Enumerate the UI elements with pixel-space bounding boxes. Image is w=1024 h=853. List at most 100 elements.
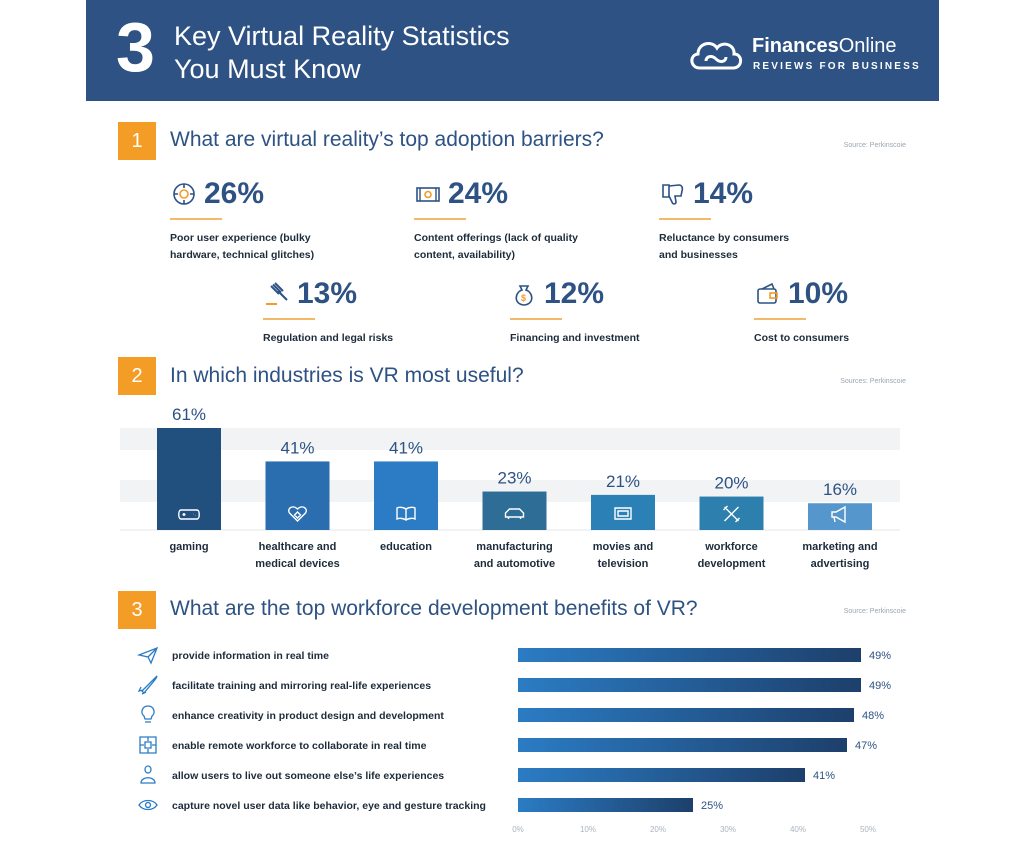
- category-label: medical devices: [255, 558, 339, 570]
- brand-tagline: REVIEWS FOR BUSINESS: [753, 61, 921, 72]
- megaphone-icon: [831, 505, 846, 524]
- thumbs-down-icon: [662, 184, 684, 205]
- eye-icon: [138, 799, 158, 811]
- heart-health-icon: [288, 506, 307, 522]
- svg-text:$: $: [521, 293, 526, 303]
- industries-bar-chart: 61% gaming 41% healthcare and medical device…: [120, 405, 900, 570]
- hbar-4: [518, 738, 847, 752]
- stat-underline: [414, 218, 466, 220]
- benefit-label: allow users to live out someone else’s l…: [172, 770, 444, 782]
- person-icon: [140, 765, 156, 784]
- network-icon: [139, 736, 157, 754]
- benefit-label: enhance creativity in product design and…: [172, 710, 444, 722]
- title-line-1: Key Virtual Reality Statistics: [174, 21, 510, 51]
- stat-underline: [263, 318, 315, 320]
- stat-percent: 10%: [788, 277, 849, 310]
- bar-value-label: 61%: [172, 405, 206, 424]
- tv-icon: [614, 507, 632, 520]
- category-label: education: [380, 541, 432, 553]
- stat-description: Poor user experience (bulky hardware, te…: [170, 232, 315, 261]
- money-bag-icon: $: [515, 285, 533, 306]
- bar-value-label: 41%: [389, 438, 423, 457]
- x-tick-label: 10%: [580, 825, 596, 834]
- film-icon: [416, 187, 440, 202]
- brand-logo: FinancesOnline REVIEWS FOR BUSINESS: [686, 35, 926, 75]
- x-tick-label: 30%: [720, 825, 736, 834]
- bar-value-label: 41%: [280, 438, 314, 457]
- category-label: and automotive: [474, 558, 555, 570]
- hbar-1: [518, 648, 861, 662]
- section-1-source: Source: Perkinscoie: [843, 142, 906, 149]
- bar-2: [265, 461, 330, 530]
- x-tick-label: 20%: [650, 825, 666, 834]
- paper-plane-icon: [136, 646, 159, 665]
- book-icon: [396, 506, 416, 521]
- benefit-label: provide information in real time: [172, 650, 329, 662]
- tools-icon: [723, 505, 740, 523]
- page-title: Key Virtual Reality Statistics You Must …: [174, 20, 510, 86]
- category-label: healthcare and: [259, 541, 337, 553]
- hbar-value-label: 49%: [869, 650, 891, 662]
- bar-5: [591, 494, 655, 530]
- hbar-3: [518, 708, 854, 722]
- category-label: marketing and: [802, 541, 877, 553]
- bar-value-label: 20%: [714, 474, 748, 493]
- stat-underline: [754, 318, 806, 320]
- section-2-number: 2: [118, 357, 156, 395]
- section-2-source: Sources: Perkinscoie: [840, 378, 906, 385]
- stat-description: Content offerings (lack of quality conte…: [414, 232, 578, 261]
- stat-underline: [659, 218, 711, 220]
- stat-percent: 14%: [693, 177, 754, 210]
- category-label: movies and: [593, 541, 654, 553]
- x-tick-label: 0%: [512, 825, 524, 834]
- benefit-label: enable remote workforce to collaborate i…: [172, 740, 427, 752]
- category-label: advertising: [811, 558, 870, 570]
- hbar-5: [518, 768, 805, 782]
- vr-headset-icon: [173, 183, 195, 205]
- car-icon: [504, 508, 525, 519]
- header-banner: 3 Key Virtual Reality Statistics You Mus…: [86, 0, 939, 101]
- bar-value-label: 21%: [606, 472, 640, 491]
- stat-percent: 13%: [297, 277, 358, 310]
- stat-description: Reluctance by consumers and businesses: [659, 232, 790, 261]
- category-label: gaming: [169, 541, 208, 553]
- bar-1: [157, 428, 221, 530]
- section-3-title: What are the top workforce development b…: [170, 597, 698, 620]
- category-label: workforce: [704, 541, 758, 553]
- bar-7: [808, 503, 872, 530]
- stat-description: Regulation and legal risks: [263, 332, 394, 344]
- chart-band-top: [120, 428, 900, 450]
- stat-percent: 26%: [204, 177, 265, 210]
- section-2-title: In which industries is VR most useful?: [170, 364, 524, 387]
- stat-description: Cost to consumers: [754, 332, 850, 344]
- benefit-label: capture novel user data like behavior, e…: [172, 800, 486, 812]
- category-label: manufacturing: [476, 541, 552, 553]
- section-3-source: Source: Perkinscoie: [843, 608, 906, 615]
- hbar-2: [518, 678, 861, 692]
- stat-description: Financing and investment: [510, 332, 640, 344]
- stat-underline: [510, 318, 562, 320]
- bar-4: [482, 491, 547, 530]
- section-3-number: 3: [118, 591, 156, 629]
- wallet-icon: [757, 282, 778, 304]
- x-tick-label: 40%: [790, 825, 806, 834]
- section-1-title: What are virtual reality’s top adoption …: [170, 128, 604, 151]
- category-label: television: [598, 558, 649, 570]
- stat-percent: 24%: [448, 177, 509, 210]
- workforce-benefits-bar-chart: provide information in real time 49% facil…: [136, 646, 891, 834]
- category-label: development: [698, 558, 766, 570]
- rocket-icon: [137, 675, 158, 695]
- section-1-number: 1: [118, 122, 156, 160]
- gavel-icon: [266, 282, 288, 305]
- brand-name: FinancesOnline: [752, 35, 897, 57]
- bar-value-label: 23%: [497, 469, 531, 488]
- hbar-value-label: 49%: [869, 680, 891, 692]
- x-tick-label: 50%: [860, 825, 876, 834]
- hbar-value-label: 48%: [862, 710, 884, 722]
- hbar-value-label: 41%: [813, 770, 835, 782]
- bar-value-label: 16%: [823, 480, 857, 499]
- header-number: 3: [116, 8, 155, 86]
- cloud-logo-icon: [690, 41, 743, 70]
- benefit-label: facilitate training and mirroring real-l…: [172, 680, 431, 692]
- title-line-2: You Must Know: [174, 54, 361, 84]
